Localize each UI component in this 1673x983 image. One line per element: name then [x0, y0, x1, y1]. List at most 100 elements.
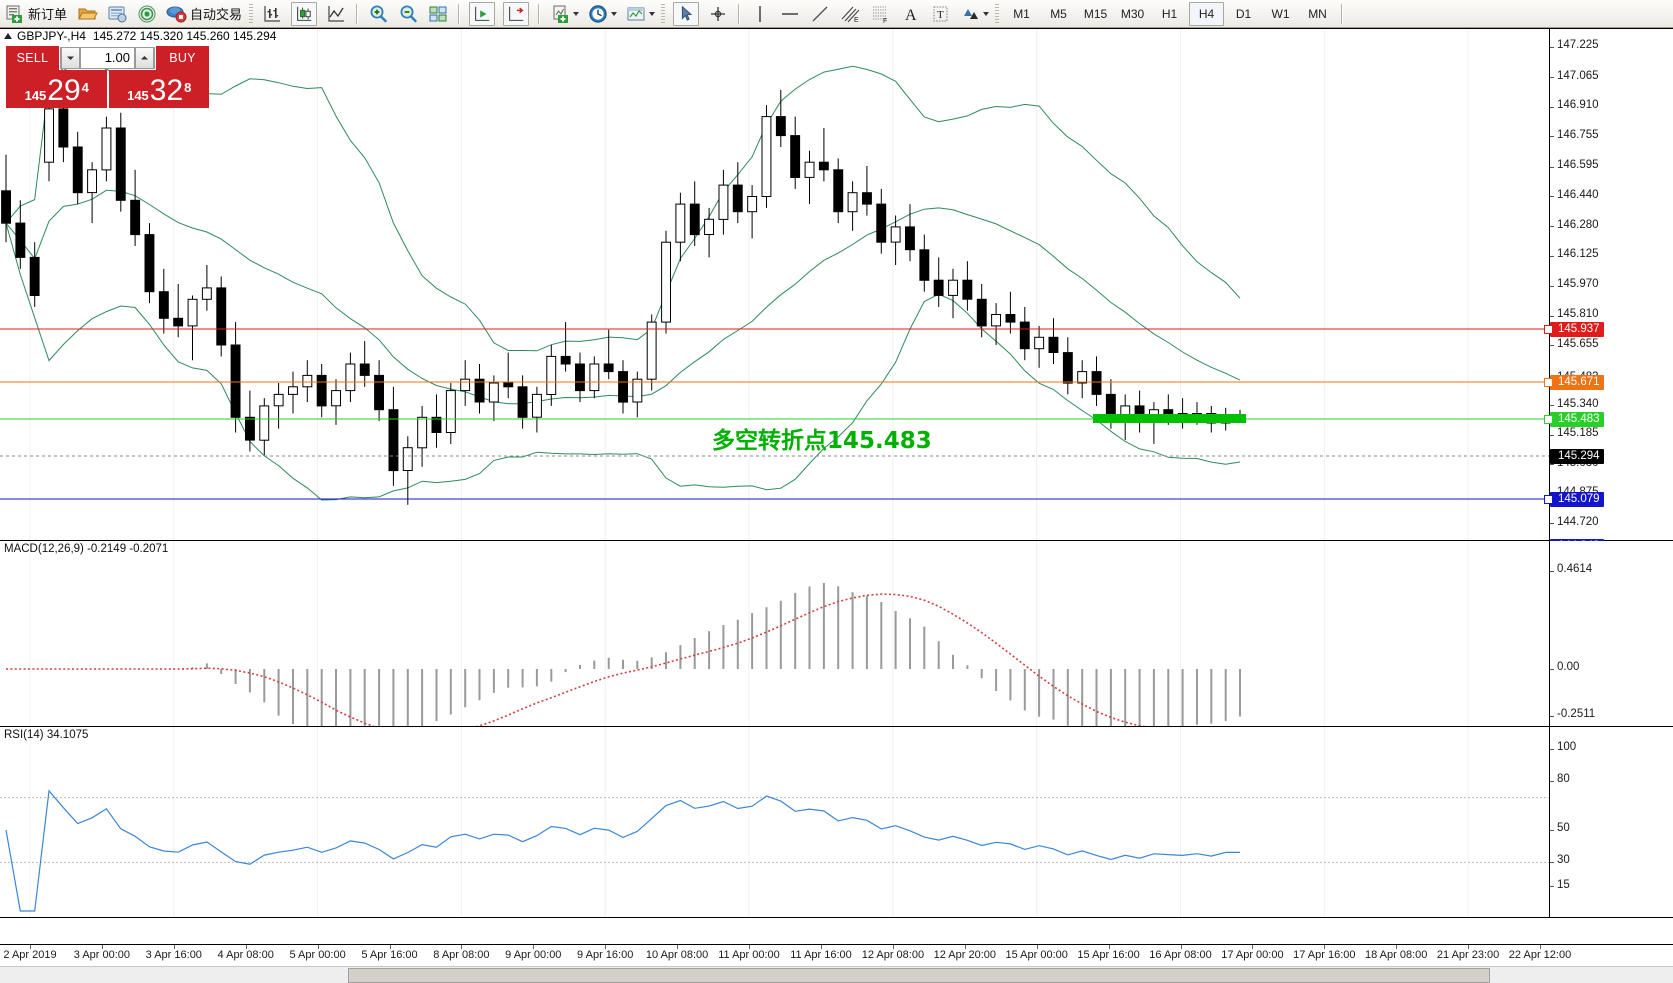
date-tick-label: 16 Apr 08:00	[1149, 949, 1212, 961]
date-tick-mark	[245, 945, 247, 949]
price-level-badge[interactable]: 145.937	[1544, 322, 1604, 337]
zoom-in-button[interactable]	[364, 2, 392, 26]
history-center-button[interactable]	[73, 2, 101, 26]
toolbar-grip-2[interactable]	[661, 3, 666, 24]
toolbar-separator-3	[538, 3, 541, 24]
timeframe-h4[interactable]: H4	[1189, 1, 1225, 26]
indicators-button[interactable]	[546, 2, 582, 26]
price-level-badge[interactable]: 145.671	[1544, 375, 1604, 390]
buy-price-fraction: 8	[184, 80, 192, 95]
horizontal-scrollbar[interactable]	[0, 966, 1673, 983]
indicators-dropdown-caret[interactable]	[573, 11, 580, 16]
price-level-badge[interactable]: 144.843	[1550, 539, 1604, 541]
candle	[245, 416, 255, 441]
price-level-badge[interactable]: 145.079	[1544, 492, 1604, 507]
price-level-badge[interactable]: 145.294	[1550, 449, 1604, 464]
volume-input[interactable]: 1.00	[80, 47, 135, 69]
timeframe-mn[interactable]: MN	[1308, 6, 1327, 21]
templates-button[interactable]	[622, 2, 658, 26]
volume-decrement-button[interactable]	[61, 47, 80, 69]
candle	[259, 405, 270, 441]
trade-panel-top-row: SELL 1.00 BUY	[6, 46, 209, 70]
macd-axis[interactable]: 0.4614 0.00 -0.2511	[1549, 541, 1673, 727]
sell-button[interactable]: SELL	[6, 46, 59, 70]
chart-shift-button[interactable]	[500, 1, 532, 26]
date-tick-label: 18 Apr 08:00	[1364, 949, 1428, 961]
macd-pane[interactable]: MACD(12,26,9) -0.2149 -0.2071 0.4614 0.00…	[0, 540, 1673, 728]
vertical-line-tool-button[interactable]	[746, 2, 774, 26]
toolbar-grip[interactable]	[249, 3, 254, 24]
rsi-axis[interactable]: 100 80 50 30 15	[1549, 727, 1673, 917]
price-pane[interactable]: 多空转折点145.483 147.225 147.065 146.910 146.75…	[0, 28, 1673, 542]
candle	[976, 298, 987, 327]
date-tick-mark	[1396, 945, 1398, 949]
one-click-trading-panel[interactable]: SELL 1.00 BUY 145 29 4 145 32 8	[6, 46, 209, 108]
price-chart-svg	[0, 29, 1550, 541]
candle	[747, 196, 758, 213]
timeframe-m1[interactable]: M1	[1013, 6, 1030, 21]
candle	[130, 199, 141, 236]
candle	[618, 371, 628, 403]
timeframe-group: M1 M5 M15 M30 H1 H4 D1 W1 MN	[1003, 1, 1336, 26]
arrows-dropdown-caret[interactable]	[983, 11, 990, 16]
tile-windows-button[interactable]	[424, 2, 452, 26]
date-tick-label: 5 Apr 16:00	[361, 949, 418, 961]
candle	[675, 203, 686, 243]
arrows-tool-button[interactable]	[956, 2, 992, 26]
price-plot-area[interactable]: 多空转折点145.483	[0, 29, 1550, 541]
text-label-tool-button[interactable]: T	[926, 2, 954, 26]
candle	[1062, 352, 1073, 384]
equidistant-channel-button[interactable]: E	[836, 2, 864, 26]
signals-button[interactable]	[133, 2, 161, 26]
arrows-icon	[959, 3, 981, 25]
candle	[58, 108, 69, 148]
candle	[991, 314, 1001, 327]
buy-button[interactable]: BUY	[156, 46, 209, 70]
volume-increment-button[interactable]	[135, 47, 154, 69]
toolbar-grip-3[interactable]	[995, 3, 1000, 24]
auto-scroll-button[interactable]	[466, 1, 498, 26]
periodicity-button[interactable]	[584, 2, 620, 26]
timeframe-w1[interactable]: W1	[1271, 6, 1290, 21]
new-order-button[interactable]: 新订单	[1, 2, 71, 26]
candle	[532, 393, 542, 418]
autotrading-button[interactable]: 自动交易	[163, 2, 246, 26]
text-tool-button[interactable]: A	[896, 2, 924, 26]
cursor-tool-button[interactable]	[670, 1, 702, 26]
trendline-tool-button[interactable]	[806, 2, 834, 26]
price-level-badge[interactable]: 145.483	[1544, 412, 1604, 427]
scrollbar-thumb[interactable]	[348, 968, 1490, 983]
crosshair-tool-button[interactable]	[704, 2, 732, 26]
volume-stepper[interactable]: 1.00	[60, 47, 155, 69]
candle	[818, 161, 829, 171]
macd-plot-area[interactable]	[0, 541, 1550, 727]
toolbar-separator-1	[356, 3, 359, 24]
rsi-pane[interactable]: RSI(14) 34.1075 100 80 50 30 15	[0, 726, 1673, 918]
timeframe-m5[interactable]: M5	[1050, 6, 1067, 21]
candlestick-chart-button[interactable]	[288, 1, 320, 26]
candle	[44, 108, 54, 163]
bar-chart-button[interactable]	[258, 2, 286, 26]
zoom-out-button[interactable]	[394, 2, 422, 26]
sell-price-display[interactable]: 145 29 4	[6, 70, 107, 108]
templates-dropdown-caret[interactable]	[649, 11, 656, 16]
timeframe-d1[interactable]: D1	[1235, 6, 1252, 21]
date-axis[interactable]: 2 Apr 2019 3 Apr 00:00 3 Apr 16:00 4 Apr 08…	[0, 944, 1673, 967]
horizontal-line-tool-button[interactable]	[776, 2, 804, 26]
date-tick-label: 22 Apr 12:00	[1508, 949, 1572, 961]
candle	[230, 344, 241, 418]
terminal-button[interactable]	[103, 2, 131, 26]
timeframe-m15[interactable]: M15	[1083, 6, 1108, 21]
line-chart-button[interactable]	[322, 2, 350, 26]
timeframe-h1[interactable]: H1	[1161, 6, 1178, 21]
candle	[402, 447, 413, 472]
text-icon: A	[899, 3, 921, 25]
fibonacci-tool-button[interactable]: F	[866, 2, 894, 26]
buy-price-display[interactable]: 145 32 8	[108, 70, 209, 108]
timeframe-m30[interactable]: M30	[1120, 6, 1145, 21]
price-axis[interactable]: 147.225 147.065 146.910 146.755 146.595 146.4…	[1544, 29, 1673, 541]
date-tick-mark	[892, 945, 894, 949]
rsi-plot-area[interactable]	[0, 727, 1550, 917]
collapse-triangle-icon[interactable]	[4, 33, 12, 39]
periodicity-dropdown-caret[interactable]	[611, 11, 618, 16]
